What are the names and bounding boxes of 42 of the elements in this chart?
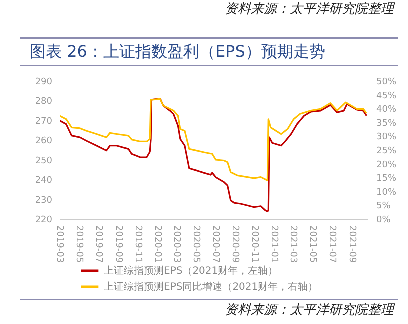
x-tick-label: 2020-05 xyxy=(190,226,201,264)
y-tick-label: 280 xyxy=(35,97,53,108)
x-tick-label: 2021-03 xyxy=(288,226,298,264)
line-series xyxy=(60,98,368,213)
y2-tick-label: 10% xyxy=(376,188,397,198)
x-tick-label: 2020-03 xyxy=(171,226,182,264)
y2-tick-label: 35% xyxy=(376,118,397,129)
y2-tick-label: 20% xyxy=(376,160,397,170)
x-tick-label: 2019-11 xyxy=(132,226,143,264)
x-tick-label: 2019-03 xyxy=(54,226,64,264)
legend-label: 上证综指预测EPS（2021财年，左轴） xyxy=(104,265,278,277)
y2-tick-label: 45% xyxy=(376,91,397,102)
y2-tick-label: 25% xyxy=(376,146,397,156)
line-series xyxy=(60,98,368,182)
y2-tick-label: 40% xyxy=(376,105,397,116)
y2-tick-label: 0% xyxy=(376,216,392,226)
x-tick-label: 2021-07 xyxy=(327,226,338,264)
y-tick-label: 260 xyxy=(35,136,53,147)
y2-tick-label: 50% xyxy=(376,78,397,88)
x-tick-label: 2020-07 xyxy=(210,226,220,264)
y2-tick-label: 5% xyxy=(376,202,392,212)
y2-tick-label: 30% xyxy=(376,132,397,143)
x-tick-label: 2019-05 xyxy=(74,226,84,264)
y-tick-label: 220 xyxy=(35,216,53,226)
y-tick-label: 240 xyxy=(35,176,53,186)
y2-tick-label: 15% xyxy=(376,174,397,184)
y-tick-label: 230 xyxy=(35,196,53,206)
text: 资料来源：太平洋研究院整理 xyxy=(225,1,394,18)
x-tick-label: 2021-01 xyxy=(269,226,280,264)
chart-title: 图表 26：上证指数盈利（EPS）预期走势 xyxy=(20,37,398,66)
y-tick-label: 290 xyxy=(35,78,53,88)
x-tick-label: 2021-05 xyxy=(308,226,318,264)
x-tick-label: 2020-09 xyxy=(230,226,240,264)
y-tick-label: 270 xyxy=(35,116,53,127)
legend-label: 上证综指预测EPS同比增速（2021财年，右轴） xyxy=(104,281,318,293)
x-tick-label: 2020-01 xyxy=(152,226,162,264)
text: 资料来源：太平洋研究院整理 xyxy=(225,302,394,319)
x-tick-label: 2019-09 xyxy=(113,226,124,264)
x-tick-label: 2021-09 xyxy=(346,226,357,264)
x-tick-label: 2020-11 xyxy=(250,226,260,264)
x-tick-label: 2019-07 xyxy=(93,226,104,264)
y-tick-label: 250 xyxy=(35,156,53,166)
